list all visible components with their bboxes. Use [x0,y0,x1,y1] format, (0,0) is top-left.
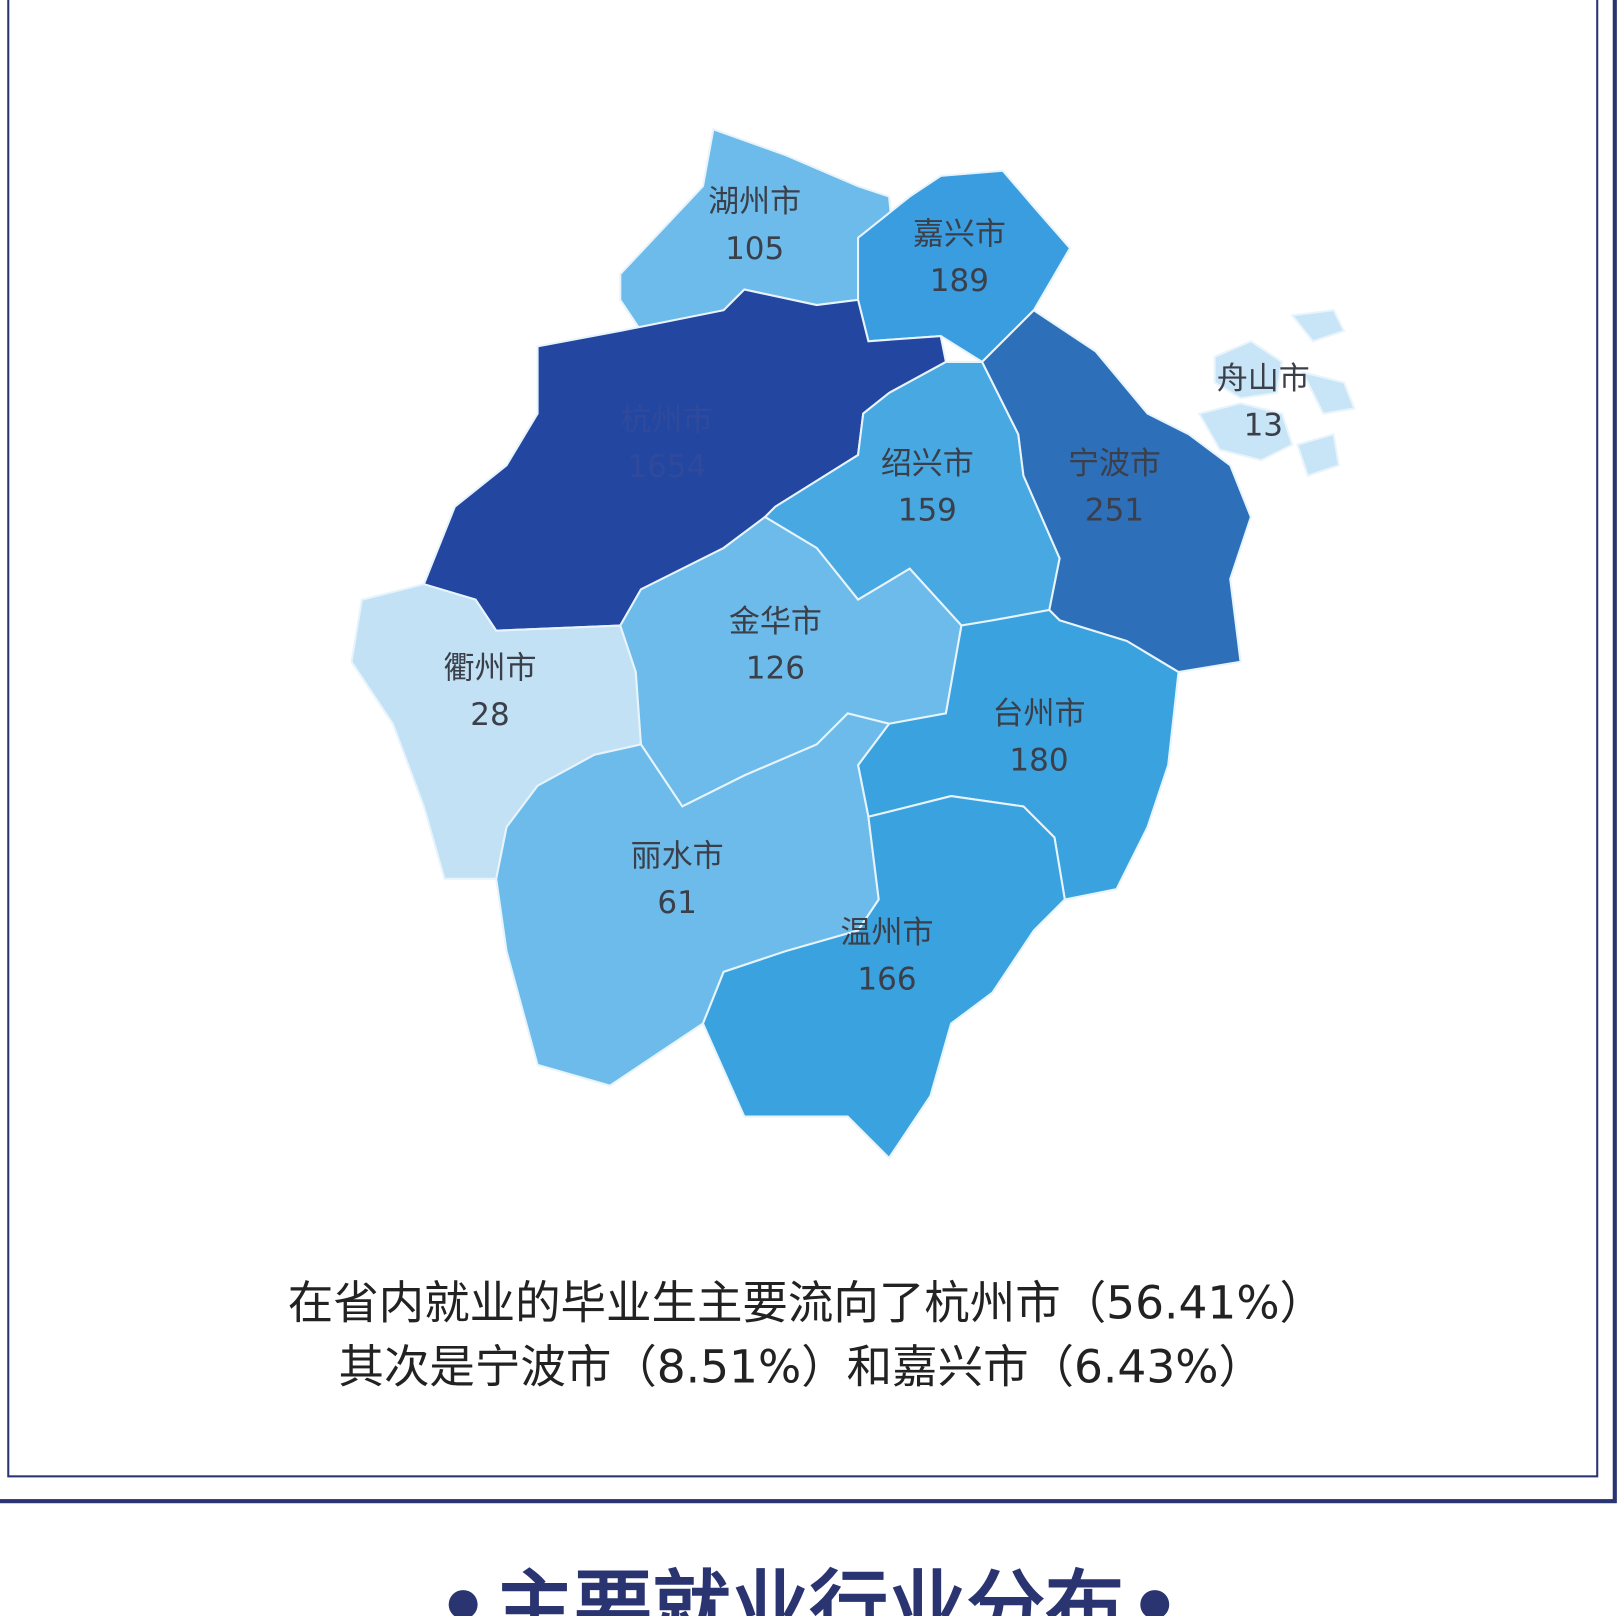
region [701,795,1066,1160]
region-name: 舟山市 [1217,361,1310,397]
region-name: 宁波市 [1068,446,1161,482]
region-name: 温州市 [841,915,934,951]
region-name: 金华市 [729,604,822,640]
region-name: 杭州市 [620,402,713,438]
caption-line: 在省内就业的毕业生主要流向了杭州市（56.41%） [288,1276,1325,1329]
outer-frame [0,0,1617,1504]
region-name: 湖州市 [708,184,801,220]
region-name: 丽水市 [631,839,724,875]
region [980,308,1252,674]
region [1213,340,1284,400]
region [1290,309,1346,343]
heading-dot [448,1590,478,1616]
region-value: 180 [1009,742,1068,778]
region-name: 衢州市 [444,650,537,686]
region-value: 28 [470,697,509,733]
caption-line: 其次是宁波市（8.51%）和嘉兴市（6.43%） [338,1340,1263,1393]
region-value: 126 [746,650,805,686]
region-name: 绍兴市 [881,446,974,482]
map: 湖州市 105 嘉兴市 189 杭州市 1654 绍兴市 159 宁波市 251 舟山市 13 衢州市 2… [350,127,1356,1160]
region-value: 13 [1244,408,1283,444]
section-heading: 主要就业行业分布 [495,1561,1123,1616]
heading-dot [1140,1590,1170,1616]
region [1300,370,1356,415]
region-value: 159 [898,492,957,528]
region-value: 1654 [627,449,706,485]
region-value: 105 [725,231,784,267]
region-name: 台州市 [992,696,1085,732]
inner-frame [7,0,1599,1478]
region [1197,402,1294,462]
region [1296,432,1340,477]
region-value: 251 [1085,492,1144,528]
region-value: 166 [857,962,916,998]
region-value: 61 [657,885,696,921]
region-name: 嘉兴市 [913,216,1006,252]
region-value: 189 [930,263,989,299]
